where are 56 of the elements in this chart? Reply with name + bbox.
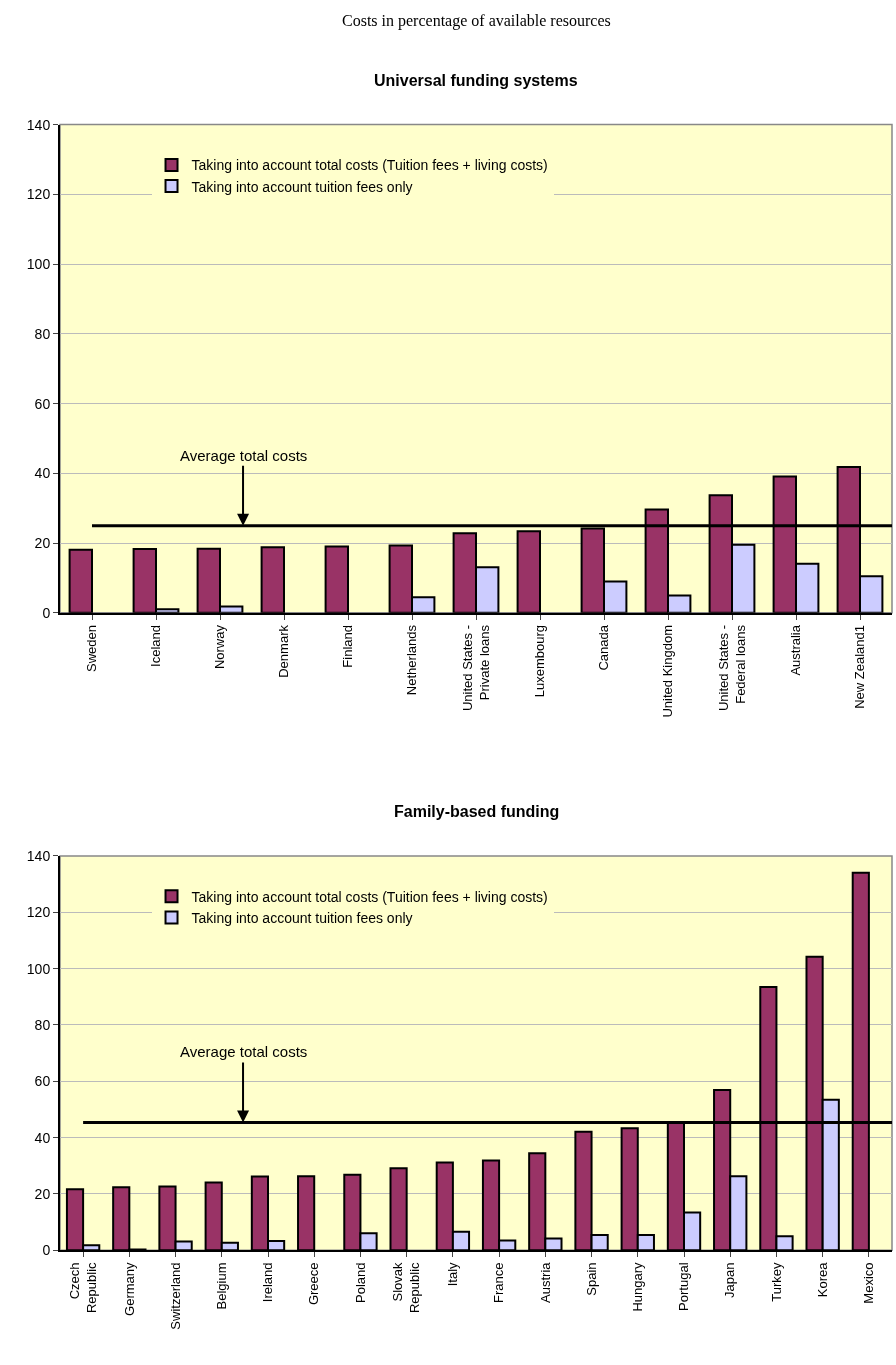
x-tick-label: Slovak Republic bbox=[390, 1261, 423, 1314]
y-tick-label: 20 bbox=[34, 534, 51, 551]
x-tick-label: Italy bbox=[445, 1261, 461, 1287]
x-tick-label: Finland bbox=[340, 625, 356, 668]
x-tick-label: Mexico bbox=[861, 1262, 877, 1304]
x-tick-label: Austria bbox=[537, 1261, 553, 1303]
y-tick-label: 120 bbox=[26, 186, 51, 203]
ref-line-label: Average total costs bbox=[180, 1043, 308, 1060]
ref-line-label: Average total costs bbox=[180, 447, 308, 464]
x-tick-label: Australia bbox=[788, 624, 804, 676]
y-tick-label: 140 bbox=[26, 847, 51, 864]
x-tick-label: Turkey bbox=[768, 1261, 784, 1302]
y-tick-label: 40 bbox=[34, 1129, 51, 1146]
x-tick-label: Poland bbox=[352, 1262, 368, 1303]
y-tick-label: 0 bbox=[42, 1242, 51, 1259]
y-tick-label: 100 bbox=[26, 256, 51, 273]
x-tick-label: Czech Republic bbox=[66, 1261, 99, 1314]
y-tick-label: 60 bbox=[34, 395, 51, 412]
x-tick-label: New Zealand1 bbox=[852, 625, 868, 709]
x-tick-label: Sweden bbox=[84, 625, 100, 673]
x-tick-label: United States - Federal loans bbox=[715, 624, 748, 712]
x-tick-label: Netherlands bbox=[404, 624, 420, 696]
y-tick-label: 40 bbox=[34, 465, 51, 482]
legend-label: Taking into account tuition fees only bbox=[191, 178, 413, 195]
x-tick-label: Germany bbox=[121, 1261, 137, 1316]
y-tick-label: 80 bbox=[34, 1016, 51, 1033]
text: Costs in percentage of available resources bbox=[342, 12, 611, 30]
x-tick-label: Canada bbox=[596, 624, 612, 671]
y-tick-label: 140 bbox=[26, 116, 51, 133]
x-tick-label: Denmark bbox=[276, 624, 292, 678]
chart-title: Universal funding systems bbox=[374, 72, 578, 89]
x-tick-label: Spain bbox=[583, 1262, 599, 1296]
x-tick-label: Greece bbox=[306, 1262, 322, 1306]
x-tick-label: Iceland bbox=[148, 625, 164, 667]
x-tick-label: Luxembourg bbox=[532, 625, 548, 698]
legend-label: Taking into account total costs (Tuition fees + living costs) bbox=[191, 888, 548, 905]
y-tick-label: 0 bbox=[42, 604, 51, 621]
x-tick-label: France bbox=[491, 1262, 507, 1303]
x-tick-label: Belgium bbox=[214, 1262, 230, 1310]
x-tick-label: United Kingdom bbox=[660, 625, 676, 718]
y-tick-label: 80 bbox=[34, 325, 51, 342]
x-tick-label: Korea bbox=[814, 1261, 830, 1298]
x-tick-label: Switzerland bbox=[167, 1262, 183, 1330]
x-tick-label: Portugal bbox=[676, 1262, 692, 1311]
y-tick-label: 60 bbox=[34, 1073, 51, 1090]
x-tick-label: Ireland bbox=[260, 1262, 276, 1303]
x-tick-label: Norway bbox=[212, 624, 228, 670]
x-tick-label: Japan bbox=[722, 1262, 738, 1298]
legend-label: Taking into account tuition fees only bbox=[191, 909, 413, 926]
legend-label: Taking into account total costs (Tuition fees + living costs) bbox=[191, 157, 548, 174]
x-tick-label: Hungary bbox=[630, 1261, 646, 1312]
chart-title: Family-based funding bbox=[394, 803, 560, 820]
y-tick-label: 100 bbox=[26, 960, 51, 977]
y-tick-label: 20 bbox=[34, 1185, 51, 1202]
y-tick-label: 120 bbox=[26, 904, 51, 921]
x-tick-label: United States - Private loans bbox=[459, 624, 492, 712]
